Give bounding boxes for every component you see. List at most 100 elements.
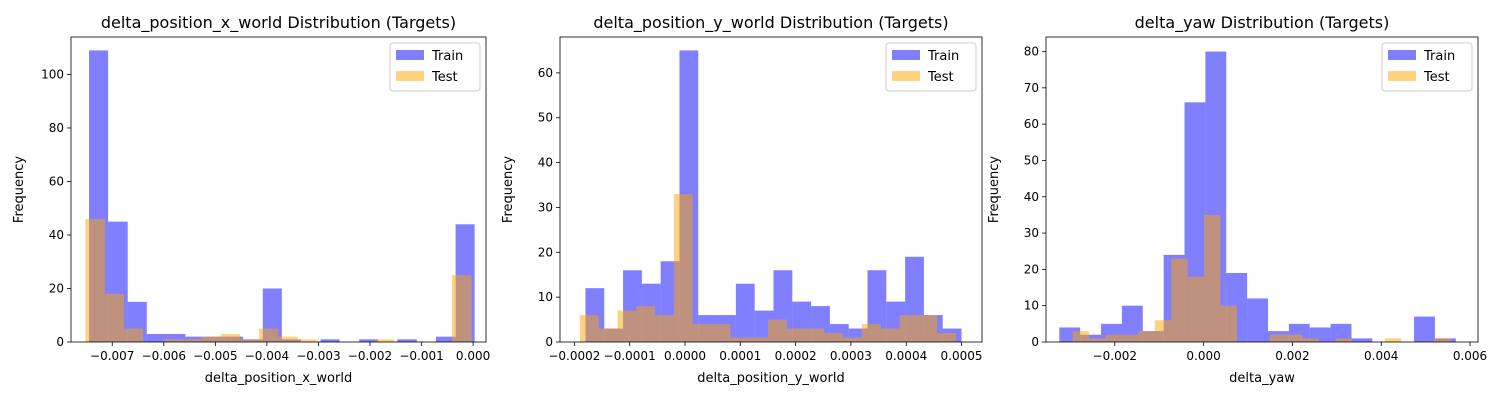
bar-test-19 — [937, 333, 956, 342]
bar-test-2 — [1105, 334, 1122, 342]
y-tick-label: 60 — [1024, 117, 1039, 131]
bar-test-7 — [711, 324, 731, 342]
x-axis-label: delta_position_y_world — [697, 371, 844, 386]
x-tick-label: 0.000 — [1186, 349, 1220, 363]
bar-train-17 — [1414, 316, 1435, 342]
bar-train-16 — [397, 339, 417, 342]
bar-test-18 — [918, 315, 938, 342]
bar-test-13 — [824, 333, 844, 342]
bar-test-0 — [1072, 331, 1090, 342]
series-train — [585, 50, 962, 343]
x-tick-label: −0.002 — [348, 349, 392, 363]
y-tick-label: 50 — [1024, 153, 1039, 167]
bar-test-17 — [899, 315, 919, 342]
bar-test-6 — [692, 324, 712, 342]
x-tick-label: 0.0004 — [885, 349, 927, 363]
x-tick-label: 0.0001 — [719, 349, 761, 363]
bar-test-5 — [181, 339, 202, 342]
bar-train-18 — [435, 336, 456, 342]
bar-test-3 — [1121, 334, 1139, 342]
y-tick-label: 20 — [538, 245, 553, 259]
legend-swatch-test — [892, 71, 920, 81]
bar-test-0 — [85, 218, 106, 342]
bar-test-14 — [1302, 338, 1320, 342]
y-tick-label: 100 — [41, 67, 64, 81]
legend: Train Test — [885, 42, 977, 92]
bar-train-9 — [1247, 298, 1268, 342]
bar-test-12 — [1269, 334, 1287, 342]
chart-panel-3: −0.002 0.000 0.002 0.004 0.006 0 10 20 30 40 50 60 7… — [987, 13, 1487, 386]
y-tick-label: 60 — [538, 66, 553, 80]
bar-test-5 — [673, 193, 693, 342]
legend-swatch-train — [892, 50, 920, 60]
x-tick-label: 0.006 — [1453, 349, 1487, 363]
y-tick-label: 20 — [49, 281, 64, 295]
legend-swatch-test — [1388, 71, 1416, 81]
y-tick-label: 80 — [49, 121, 64, 135]
bar-test-0 — [579, 315, 599, 342]
y-tick-label: 50 — [538, 111, 553, 125]
x-tick-label: 0.000 — [456, 349, 490, 363]
x-tick-label: −0.002 — [1093, 349, 1137, 363]
bar-test-9 — [749, 337, 768, 342]
series-test — [85, 218, 472, 342]
bar-test-22 — [1434, 338, 1451, 342]
y-tick-label: 20 — [1024, 262, 1039, 276]
axes-frame — [70, 36, 487, 343]
x-tick-label: −0.007 — [90, 349, 134, 363]
y-tick-label: 0 — [56, 335, 64, 349]
series-train — [89, 50, 475, 342]
bar-train-14 — [1351, 338, 1373, 342]
bar-test-2 — [617, 310, 637, 342]
x-tick-label: −0.001 — [399, 349, 443, 363]
legend-label-train: Train — [431, 49, 463, 64]
bar-test-8 — [1204, 214, 1221, 342]
bar-train-8 — [735, 283, 755, 342]
chart-panel-1: −0.007 −0.006 −0.005 −0.004 −0.003 −0.002 −0.0… — [12, 13, 490, 386]
bar-test-8 — [730, 337, 750, 342]
x-tick-label: 0.0002 — [775, 349, 817, 363]
x-tick-label: −0.005 — [193, 349, 237, 363]
y-axis-label: Frequency — [12, 156, 27, 223]
legend: Train Test — [389, 42, 481, 92]
chart-title: delta_yaw Distribution (Targets) — [1135, 13, 1390, 33]
x-tick-label: −0.0002 — [548, 349, 600, 363]
x-tick-label: 0.0005 — [941, 349, 983, 363]
legend-swatch-train — [1388, 50, 1416, 60]
y-axis-label: Frequency — [501, 156, 516, 223]
bar-test-1 — [105, 293, 125, 342]
bar-test-5 — [1154, 320, 1172, 342]
bar-test-4 — [162, 339, 182, 342]
y-tick-label: 40 — [49, 228, 64, 242]
y-tick-label: 10 — [1024, 299, 1039, 313]
bar-test-1 — [598, 328, 618, 342]
y-tick-label: 10 — [538, 290, 553, 304]
bar-test-15 — [375, 339, 395, 342]
y-tick-label: 30 — [538, 200, 553, 214]
x-tick-label: 0.0000 — [664, 349, 706, 363]
bar-test-6 — [1171, 258, 1188, 342]
legend-label-train: Train — [927, 49, 959, 64]
bar-test-8 — [240, 339, 260, 342]
bar-test-13 — [1286, 334, 1303, 342]
bar-test-15 — [861, 324, 881, 342]
chart-title: delta_position_x_world Distribution (Tar… — [101, 13, 456, 33]
legend-label-test: Test — [927, 70, 954, 85]
bar-test-10 — [767, 319, 787, 342]
x-tick-label: −0.003 — [296, 349, 340, 363]
x-tick-label: 0.004 — [1364, 349, 1398, 363]
bar-test-14 — [843, 337, 862, 342]
x-axis-label: delta_yaw — [1229, 371, 1295, 386]
series-train — [1059, 51, 1456, 343]
y-axis-label: Frequency — [987, 156, 1002, 223]
y-tick-label: 60 — [49, 174, 64, 188]
bar-test-7 — [1187, 276, 1205, 342]
bar-test-3 — [636, 306, 656, 342]
x-tick-label: −0.004 — [245, 349, 289, 363]
y-tick-label: 0 — [545, 335, 553, 349]
bar-test-4 — [655, 315, 674, 342]
bar-train-14 — [359, 339, 379, 342]
bar-test-11 — [297, 339, 317, 342]
series-test — [1072, 214, 1451, 342]
